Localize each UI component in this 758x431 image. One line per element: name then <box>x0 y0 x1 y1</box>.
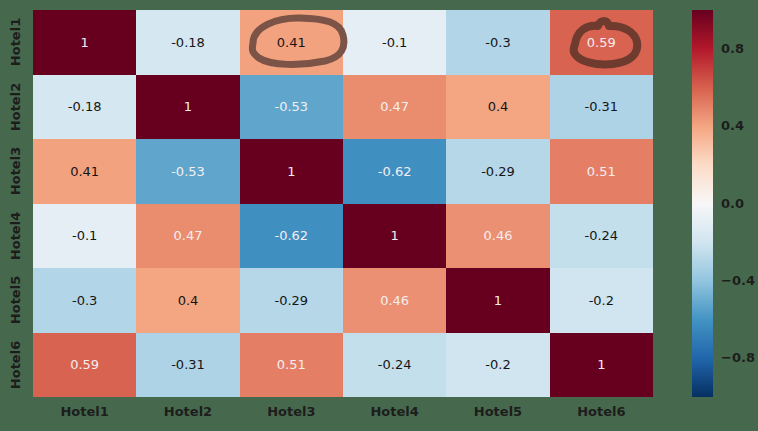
heatmap-cell: 1 <box>446 268 549 333</box>
heatmap-cell: 1 <box>550 333 653 398</box>
heatmap-cell: -0.2 <box>550 268 653 333</box>
heatmap-cell: 0.47 <box>136 204 239 269</box>
cell-value: -0.62 <box>275 229 309 242</box>
cell-value: 0.4 <box>178 294 199 307</box>
x-tick-label: Hotel6 <box>550 403 653 421</box>
cell-value: -0.62 <box>378 165 412 178</box>
heatmap-cell: 0.47 <box>343 75 446 140</box>
heatmap-cell: 0.46 <box>343 268 446 333</box>
colorbar-gradient <box>692 10 713 397</box>
heatmap-cell: 1 <box>33 10 136 75</box>
cell-value: 0.47 <box>380 100 409 113</box>
colorbar-tick-label: −0.8 <box>721 350 755 366</box>
cell-value: -0.53 <box>275 100 309 113</box>
cell-value: -0.29 <box>275 294 309 307</box>
colorbar-tick-label: −0.4 <box>721 273 755 289</box>
heatmap-cell: 0.4 <box>136 268 239 333</box>
x-tick-label: Hotel3 <box>240 403 343 421</box>
cell-value: -0.18 <box>171 36 205 49</box>
cell-value: 0.41 <box>70 165 99 178</box>
x-tick-label: Hotel4 <box>343 403 446 421</box>
cell-value: -0.24 <box>585 229 619 242</box>
x-tick-label: Hotel5 <box>446 403 549 421</box>
cell-value: -0.3 <box>72 294 97 307</box>
heatmap-cell: -0.31 <box>136 333 239 398</box>
x-tick-label: Hotel2 <box>136 403 239 421</box>
cell-value: -0.31 <box>585 100 619 113</box>
colorbar-tick-label: 0.8 <box>721 41 744 57</box>
cell-value: 0.46 <box>380 294 409 307</box>
heatmap-grid: 1-0.180.41-0.1-0.30.59-0.181-0.530.470.4… <box>33 10 653 397</box>
heatmap-cell: 0.59 <box>33 333 136 398</box>
heatmap-cell: 1 <box>240 139 343 204</box>
cell-value: -0.3 <box>485 36 510 49</box>
cell-value: -0.29 <box>481 165 515 178</box>
cell-value: -0.2 <box>589 294 614 307</box>
cell-value: 0.59 <box>587 36 616 49</box>
heatmap-cell: 1 <box>136 75 239 140</box>
cell-value: -0.1 <box>72 229 97 242</box>
y-tick-label: Hotel2 <box>8 71 24 143</box>
heatmap-cell: 0.41 <box>240 10 343 75</box>
heatmap-cell: 0.4 <box>446 75 549 140</box>
cell-value: 1 <box>391 229 399 242</box>
y-tick-label: Hotel3 <box>8 135 24 207</box>
heatmap-cell: -0.62 <box>240 204 343 269</box>
y-tick-label: Hotel1 <box>8 6 24 78</box>
colorbar-tick-label: 0.0 <box>721 196 744 212</box>
y-tick-label: Hotel4 <box>8 200 24 272</box>
cell-value: -0.24 <box>378 358 412 371</box>
heatmap-cell: -0.24 <box>343 333 446 398</box>
y-tick-label: Hotel6 <box>8 329 24 401</box>
heatmap-cell: -0.1 <box>343 10 446 75</box>
cell-value: 1 <box>81 36 89 49</box>
cell-value: 0.51 <box>277 358 306 371</box>
cell-value: 0.46 <box>484 229 513 242</box>
heatmap-cell: -0.53 <box>136 139 239 204</box>
heatmap-cell: 0.59 <box>550 10 653 75</box>
heatmap-cell: -0.29 <box>240 268 343 333</box>
cell-value: 0.47 <box>174 229 203 242</box>
x-tick-label: Hotel1 <box>33 403 136 421</box>
heatmap-cell: -0.2 <box>446 333 549 398</box>
heatmap-plot-area: 1-0.180.41-0.1-0.30.59-0.181-0.530.470.4… <box>33 10 653 397</box>
heatmap-cell: -0.24 <box>550 204 653 269</box>
correlation-heatmap-figure: 1-0.180.41-0.1-0.30.59-0.181-0.530.470.4… <box>0 0 758 431</box>
cell-value: 0.51 <box>587 165 616 178</box>
cell-value: 1 <box>287 165 295 178</box>
cell-value: -0.1 <box>382 36 407 49</box>
cell-value: 0.59 <box>70 358 99 371</box>
cell-value: -0.31 <box>171 358 205 371</box>
heatmap-cell: 0.51 <box>240 333 343 398</box>
cell-value: -0.2 <box>485 358 510 371</box>
y-tick-label: Hotel5 <box>8 264 24 336</box>
heatmap-cell: 1 <box>343 204 446 269</box>
heatmap-cell: -0.62 <box>343 139 446 204</box>
heatmap-cell: -0.31 <box>550 75 653 140</box>
heatmap-cell: -0.3 <box>446 10 549 75</box>
heatmap-cell: -0.53 <box>240 75 343 140</box>
cell-value: -0.53 <box>171 165 205 178</box>
cell-value: 1 <box>184 100 192 113</box>
heatmap-cell: -0.18 <box>33 75 136 140</box>
heatmap-cell: 0.41 <box>33 139 136 204</box>
heatmap-cell: -0.3 <box>33 268 136 333</box>
colorbar-tick-label: 0.4 <box>721 118 744 134</box>
cell-value: 0.4 <box>488 100 509 113</box>
heatmap-cell: -0.18 <box>136 10 239 75</box>
heatmap-cell: 0.51 <box>550 139 653 204</box>
heatmap-cell: 0.46 <box>446 204 549 269</box>
heatmap-cell: -0.29 <box>446 139 549 204</box>
cell-value: 0.41 <box>277 36 306 49</box>
heatmap-cell: -0.1 <box>33 204 136 269</box>
cell-value: -0.18 <box>68 100 102 113</box>
cell-value: 1 <box>597 358 605 371</box>
cell-value: 1 <box>494 294 502 307</box>
